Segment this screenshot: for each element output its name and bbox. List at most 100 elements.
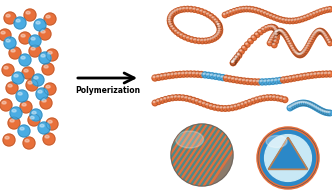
Ellipse shape <box>248 101 250 102</box>
Circle shape <box>3 134 15 146</box>
Circle shape <box>217 27 223 32</box>
Circle shape <box>271 25 276 30</box>
Ellipse shape <box>169 15 171 16</box>
Ellipse shape <box>48 51 52 54</box>
Circle shape <box>242 45 247 51</box>
Ellipse shape <box>245 7 247 8</box>
Circle shape <box>268 95 274 100</box>
Circle shape <box>24 9 36 21</box>
Ellipse shape <box>284 34 286 35</box>
Circle shape <box>12 72 24 84</box>
Ellipse shape <box>305 47 307 48</box>
Ellipse shape <box>297 18 299 19</box>
Circle shape <box>299 16 305 22</box>
Circle shape <box>235 8 240 13</box>
Ellipse shape <box>320 30 321 31</box>
Ellipse shape <box>273 27 275 28</box>
Circle shape <box>209 37 214 42</box>
Circle shape <box>163 73 169 79</box>
Ellipse shape <box>183 36 185 37</box>
Ellipse shape <box>218 30 220 31</box>
Circle shape <box>211 36 217 41</box>
Circle shape <box>188 6 194 12</box>
Ellipse shape <box>174 10 176 11</box>
Circle shape <box>321 8 327 13</box>
Ellipse shape <box>203 73 205 74</box>
Ellipse shape <box>277 30 279 31</box>
Ellipse shape <box>45 135 49 138</box>
Circle shape <box>267 40 273 46</box>
Ellipse shape <box>212 37 214 38</box>
Circle shape <box>306 14 311 19</box>
Circle shape <box>290 44 295 49</box>
Circle shape <box>216 22 221 28</box>
Circle shape <box>203 38 208 44</box>
Ellipse shape <box>288 41 290 42</box>
Ellipse shape <box>296 53 298 54</box>
Circle shape <box>269 24 274 30</box>
Circle shape <box>302 73 308 79</box>
Ellipse shape <box>180 34 182 35</box>
Ellipse shape <box>34 76 38 79</box>
Ellipse shape <box>160 99 162 100</box>
Ellipse shape <box>186 7 188 8</box>
Circle shape <box>23 137 35 149</box>
Ellipse shape <box>169 23 171 25</box>
Circle shape <box>303 48 308 53</box>
Circle shape <box>312 104 318 110</box>
Ellipse shape <box>283 98 285 99</box>
Ellipse shape <box>273 33 275 34</box>
Circle shape <box>176 8 181 13</box>
Circle shape <box>322 32 328 37</box>
Circle shape <box>193 38 198 43</box>
Circle shape <box>323 110 329 115</box>
Circle shape <box>318 107 323 113</box>
Ellipse shape <box>197 39 199 40</box>
Circle shape <box>34 19 46 31</box>
Ellipse shape <box>326 37 328 38</box>
Circle shape <box>310 103 316 109</box>
Circle shape <box>26 79 38 91</box>
Ellipse shape <box>322 9 324 10</box>
Ellipse shape <box>174 96 176 97</box>
Ellipse shape <box>14 74 18 77</box>
Circle shape <box>288 76 294 82</box>
Ellipse shape <box>153 101 155 102</box>
Ellipse shape <box>303 74 305 76</box>
Ellipse shape <box>320 109 322 111</box>
Ellipse shape <box>275 31 277 32</box>
Ellipse shape <box>178 96 180 97</box>
Ellipse shape <box>172 28 174 29</box>
Ellipse shape <box>314 73 316 74</box>
Circle shape <box>232 57 238 62</box>
Ellipse shape <box>321 30 323 32</box>
Circle shape <box>167 18 173 23</box>
Ellipse shape <box>301 52 303 53</box>
Circle shape <box>194 99 200 104</box>
Circle shape <box>216 22 221 28</box>
Ellipse shape <box>273 43 274 45</box>
Circle shape <box>200 38 205 44</box>
Ellipse shape <box>241 103 243 104</box>
Ellipse shape <box>169 21 170 22</box>
Ellipse shape <box>278 79 280 80</box>
Circle shape <box>213 18 218 23</box>
Circle shape <box>29 45 41 57</box>
Ellipse shape <box>182 72 184 74</box>
Ellipse shape <box>31 47 35 50</box>
Circle shape <box>274 78 280 84</box>
Ellipse shape <box>328 8 330 9</box>
Ellipse shape <box>275 36 277 38</box>
Ellipse shape <box>214 19 216 20</box>
Circle shape <box>213 73 219 79</box>
Circle shape <box>294 51 300 56</box>
Circle shape <box>244 101 249 106</box>
Circle shape <box>272 32 278 37</box>
Ellipse shape <box>5 136 9 139</box>
Ellipse shape <box>316 11 318 12</box>
Circle shape <box>286 37 291 43</box>
Circle shape <box>254 97 260 103</box>
Ellipse shape <box>291 47 293 48</box>
Ellipse shape <box>285 19 287 20</box>
Circle shape <box>298 100 304 106</box>
